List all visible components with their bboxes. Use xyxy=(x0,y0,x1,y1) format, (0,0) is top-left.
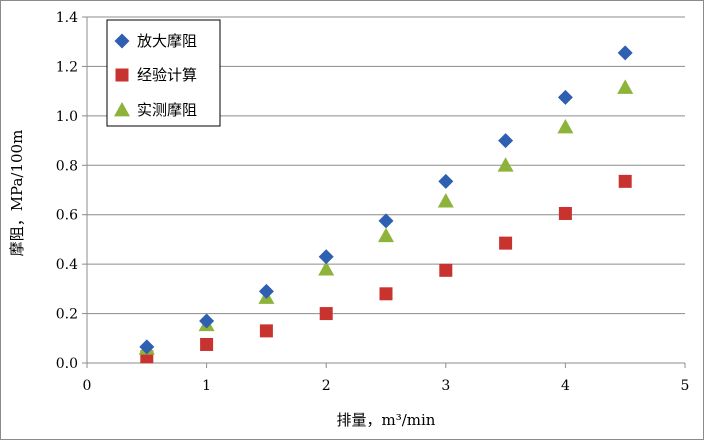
data-point xyxy=(378,213,394,229)
y-tick-label: 0.8 xyxy=(56,158,78,174)
data-point xyxy=(497,157,514,172)
data-point xyxy=(318,249,334,265)
data-point xyxy=(617,45,633,61)
data-point xyxy=(258,283,274,299)
legend-marker xyxy=(115,68,129,82)
x-tick-label: 0 xyxy=(83,378,92,394)
data-point xyxy=(438,173,454,189)
x-tick-label: 2 xyxy=(322,378,331,394)
data-point xyxy=(199,313,215,329)
data-point xyxy=(378,227,394,243)
data-point xyxy=(558,206,572,220)
data-point xyxy=(319,307,333,321)
data-points xyxy=(138,45,634,364)
data-point xyxy=(437,193,454,208)
data-point xyxy=(439,263,453,277)
x-tick-label: 4 xyxy=(561,378,570,394)
data-point xyxy=(617,79,634,94)
legend-marker xyxy=(114,102,130,117)
y-tick-label: 1.0 xyxy=(56,109,78,125)
y-tick-label: 1.4 xyxy=(56,10,78,26)
x-tick-label: 1 xyxy=(202,378,211,394)
data-point xyxy=(139,339,155,355)
y-tick-label: 1.2 xyxy=(56,59,78,75)
y-tick-label: 0.0 xyxy=(56,356,78,372)
y-tick-label: 0.4 xyxy=(56,257,78,273)
data-point xyxy=(318,261,335,276)
y-tick-labels: 0.0 0.2 0.4 0.6 0.8 1.0 1.2 1.4 xyxy=(56,10,78,372)
x-tick-label: 5 xyxy=(681,378,690,394)
legend-label: 放大摩阻 xyxy=(137,32,197,50)
x-axis-label: 排量，m³/min xyxy=(337,411,436,429)
legend-label: 经验计算 xyxy=(137,66,197,84)
axes xyxy=(82,16,686,368)
x-tick-labels: 0 1 2 3 4 5 xyxy=(83,378,690,394)
data-point xyxy=(499,236,513,250)
data-point xyxy=(379,287,393,301)
data-point xyxy=(259,324,273,338)
legend-marker xyxy=(114,33,130,49)
x-tick-label: 3 xyxy=(441,378,450,394)
y-tick-label: 0.2 xyxy=(56,307,78,323)
data-point xyxy=(618,174,632,188)
data-point xyxy=(557,118,574,134)
data-point xyxy=(557,89,573,105)
data-point xyxy=(498,133,514,149)
y-axis-label: 摩阻，MPa/100m xyxy=(8,130,26,257)
legend-label: 实测摩阻 xyxy=(137,101,197,119)
y-tick-label: 0.6 xyxy=(56,208,78,224)
data-point xyxy=(200,337,214,351)
